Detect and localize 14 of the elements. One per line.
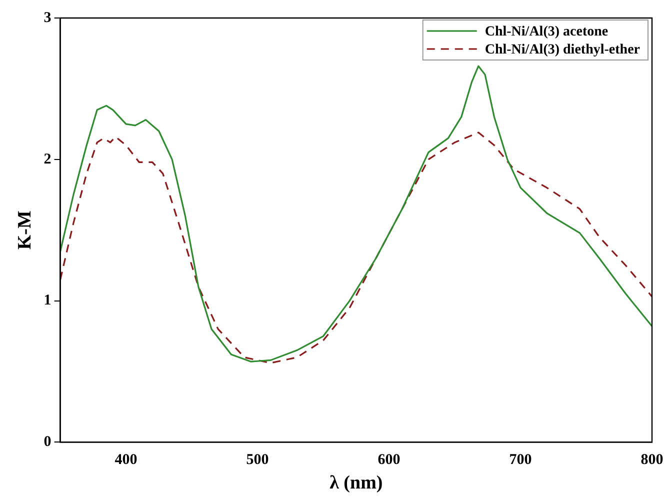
y-tick-label: 0	[44, 434, 52, 450]
legend-label: Chl-Ni/Al(3) acetone	[484, 24, 608, 40]
y-tick-label: 2	[44, 151, 52, 168]
y-tick-label: 1	[44, 292, 52, 309]
legend-label: Chl-Ni/Al(3) diethyl-ether	[484, 42, 640, 58]
x-tick-label: 400	[114, 452, 138, 468]
y-tick-label: 3	[44, 10, 52, 26]
x-axis-title: λ (nm)	[330, 472, 383, 494]
y-axis-title: K-M	[14, 210, 36, 250]
x-tick-label: 800	[640, 452, 664, 468]
x-tick-label: 700	[509, 452, 532, 468]
line-series	[60, 132, 652, 364]
x-tick-label: 600	[378, 452, 400, 468]
x-tick-label: 500	[246, 452, 269, 468]
